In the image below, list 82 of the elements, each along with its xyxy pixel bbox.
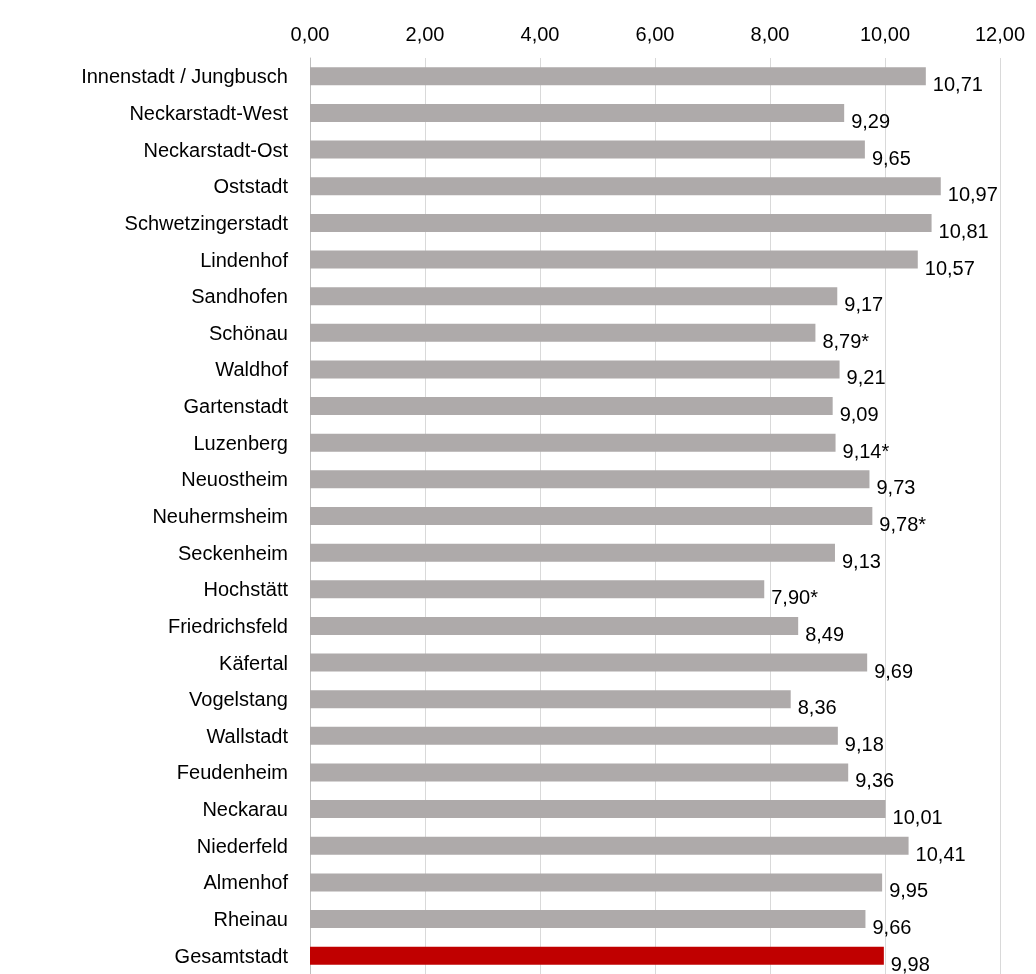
data-label: 10,41 — [915, 842, 966, 865]
y-tick-label: Schönau — [209, 321, 288, 344]
y-tick-label: Neckarau — [202, 798, 288, 821]
x-tick-label: 12,00 — [974, 23, 1026, 45]
bar — [310, 323, 816, 342]
y-tick-label: Vogelstang — [189, 688, 288, 711]
data-label: 9,29 — [851, 109, 891, 132]
bar — [310, 763, 849, 782]
y-tick-label: Oststadt — [213, 175, 289, 198]
data-label: 10,01 — [892, 806, 943, 829]
bar — [310, 507, 873, 525]
x-tick-label: 2,00 — [405, 23, 445, 45]
bar — [310, 103, 845, 122]
y-tick-label: Lindenhof — [200, 248, 289, 271]
x-tick-label: 0,00 — [290, 23, 330, 45]
x-tick-label: 6,00 — [635, 23, 675, 45]
bar — [310, 616, 799, 635]
bar — [310, 470, 870, 489]
bar — [310, 543, 835, 562]
data-label: 10,97 — [947, 183, 998, 206]
data-label: 8,49 — [805, 622, 845, 645]
y-tick-label: Neuostheim — [181, 468, 288, 491]
y-tick-label: Sandhofen — [191, 285, 288, 308]
bar — [310, 910, 866, 929]
data-label: 9,13 — [841, 549, 881, 572]
data-label: 9,98 — [890, 952, 930, 974]
bar — [310, 580, 765, 599]
data-label: 9,17 — [844, 293, 884, 316]
bar — [310, 287, 838, 306]
data-label: 9,09 — [839, 403, 879, 426]
bar — [310, 213, 932, 232]
data-label: 9,95 — [889, 879, 929, 902]
y-tick-label: Neckarstadt-Ost — [143, 138, 289, 161]
x-tick-label: 10,00 — [859, 23, 911, 45]
data-label: 9,18 — [844, 732, 884, 755]
y-tick-label: Almenhof — [203, 871, 289, 894]
y-tick-label: Rheinau — [213, 908, 288, 931]
data-label: 9,21 — [846, 366, 886, 389]
bar — [310, 946, 884, 965]
y-tick-label: Luzenberg — [193, 431, 288, 454]
y-tick-label: Neuhermsheim — [152, 505, 288, 527]
data-label: 8,79* — [822, 329, 870, 352]
data-label: 9,66 — [872, 916, 912, 939]
y-tick-label: Gesamtstadt — [174, 944, 289, 967]
bar — [310, 360, 840, 379]
data-label: 7,90* — [771, 586, 819, 609]
y-tick-label: Hochstätt — [203, 578, 289, 601]
y-tick-label: Friedrichsfeld — [167, 614, 288, 637]
data-label: 9,73 — [876, 476, 916, 499]
y-tick-label: Wallstadt — [206, 724, 289, 747]
data-label: 9,65 — [871, 146, 911, 169]
y-tick-label: Schwetzingerstadt — [124, 211, 289, 234]
bar — [310, 397, 833, 416]
data-label: 9,69 — [874, 659, 914, 682]
bar — [310, 250, 918, 269]
bar — [310, 177, 941, 196]
data-label: 10,81 — [938, 219, 989, 242]
y-tick-label: Niederfeld — [196, 834, 288, 857]
data-label: 9,36 — [855, 769, 895, 792]
data-label: 10,71 — [932, 73, 983, 96]
y-tick-label: Feudenheim — [176, 761, 288, 784]
y-tick-label: Neckarstadt-West — [129, 101, 289, 124]
bar — [310, 836, 909, 855]
bar — [310, 653, 868, 672]
bar — [310, 873, 883, 892]
data-label: 10,57 — [924, 256, 975, 279]
x-tick-label: 8,00 — [750, 23, 790, 45]
bar — [310, 800, 886, 819]
bar — [310, 140, 865, 159]
bar — [310, 433, 836, 452]
bar — [310, 690, 791, 709]
data-label: 8,36 — [797, 696, 837, 719]
x-tick-label: 4,00 — [520, 23, 560, 45]
data-label: 9,78* — [879, 513, 927, 535]
y-tick-label: Käfertal — [219, 651, 288, 674]
bar — [310, 726, 838, 745]
bar — [310, 67, 926, 86]
y-tick-label: Gartenstadt — [183, 395, 289, 418]
y-tick-label: Waldhof — [215, 358, 289, 381]
y-tick-label: Innenstadt / Jungbusch — [81, 65, 288, 88]
y-tick-label: Seckenheim — [177, 541, 288, 564]
data-label: 9,14* — [842, 439, 890, 462]
